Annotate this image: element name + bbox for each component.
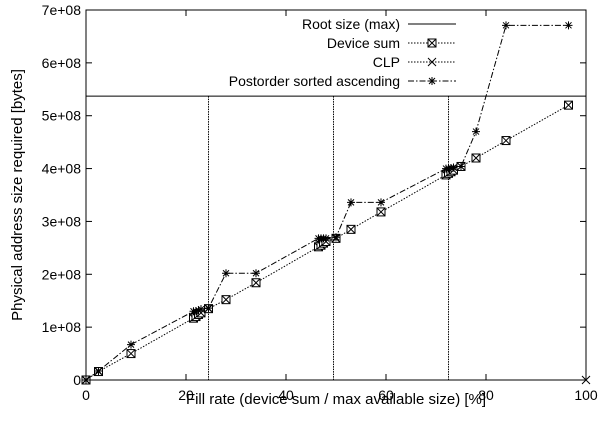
y-tick-label: 1e+08 bbox=[42, 319, 82, 335]
y-tick-label: 6e+08 bbox=[42, 55, 82, 71]
data-point-cross bbox=[427, 38, 437, 48]
data-point-cross bbox=[501, 136, 511, 145]
data-point bbox=[564, 21, 573, 30]
x-tick-label: 20 bbox=[178, 387, 194, 403]
x-tick-label: 0 bbox=[82, 387, 90, 403]
data-point bbox=[347, 198, 355, 207]
x-tick-label: 60 bbox=[378, 387, 394, 403]
x-tick-label: 100 bbox=[574, 387, 598, 403]
data-point bbox=[502, 21, 510, 30]
legend-item: CLP bbox=[373, 54, 456, 70]
data-point bbox=[222, 269, 230, 278]
legend-item: Device sum bbox=[327, 35, 456, 51]
data-point bbox=[449, 163, 458, 172]
data-point bbox=[94, 367, 103, 376]
y-tick-label: 5e+08 bbox=[42, 108, 82, 124]
data-point-cross bbox=[126, 349, 136, 358]
x-tick-label: 80 bbox=[478, 387, 494, 403]
data-point bbox=[204, 304, 213, 313]
y-axis-title: Physical address size required [bytes] bbox=[9, 69, 26, 321]
y-tick-label: 0 bbox=[73, 372, 81, 388]
data-point bbox=[427, 57, 437, 67]
series-1 bbox=[81, 100, 573, 385]
y-tick-label: 3e+08 bbox=[42, 213, 82, 229]
data-point bbox=[332, 233, 340, 242]
data-point bbox=[192, 307, 200, 316]
x-axis: 0 20 40 60 80 100 bbox=[82, 10, 598, 403]
data-point bbox=[194, 306, 203, 315]
legend-label: CLP bbox=[373, 54, 400, 70]
data-point-cross bbox=[251, 278, 261, 288]
y-tick-label: 2e+08 bbox=[42, 266, 82, 282]
data-point bbox=[444, 164, 453, 173]
data-point bbox=[252, 269, 260, 278]
data-point-cross bbox=[346, 225, 356, 234]
data-point-cross bbox=[564, 100, 573, 110]
plot-frame bbox=[85, 9, 587, 381]
data-point bbox=[472, 127, 480, 136]
data-point-cross bbox=[221, 295, 231, 305]
y-axis: 0 1e+08 2e+08 3e+08 4e+08 5e+08 6e+08 7e+08 bbox=[42, 2, 586, 388]
x-tick-label: 40 bbox=[278, 387, 294, 403]
y-tick-label: 4e+08 bbox=[42, 161, 82, 177]
data-point bbox=[322, 234, 330, 243]
y-tick-label: 7e+08 bbox=[42, 2, 82, 18]
series-layer bbox=[81, 21, 591, 385]
legend-label: Root size (max) bbox=[302, 16, 400, 32]
legend-item: Root size (max) bbox=[302, 16, 456, 32]
data-point bbox=[457, 162, 465, 171]
legend-label: Device sum bbox=[327, 35, 400, 51]
data-point bbox=[127, 340, 135, 349]
data-point-cross bbox=[471, 153, 481, 163]
data-point bbox=[197, 305, 205, 314]
data-point bbox=[377, 198, 385, 207]
data-point bbox=[447, 164, 455, 173]
legend: Root size (max) Device sum CLP Postorder so… bbox=[229, 16, 456, 89]
data-point bbox=[428, 77, 436, 85]
legend-item: Postorder sorted ascending bbox=[229, 73, 456, 89]
series-3 bbox=[82, 21, 573, 384]
x-axis-title: Fill rate (device sum / max available si… bbox=[186, 391, 486, 408]
legend-label: Postorder sorted ascending bbox=[229, 73, 400, 89]
data-point-cross bbox=[376, 207, 386, 217]
